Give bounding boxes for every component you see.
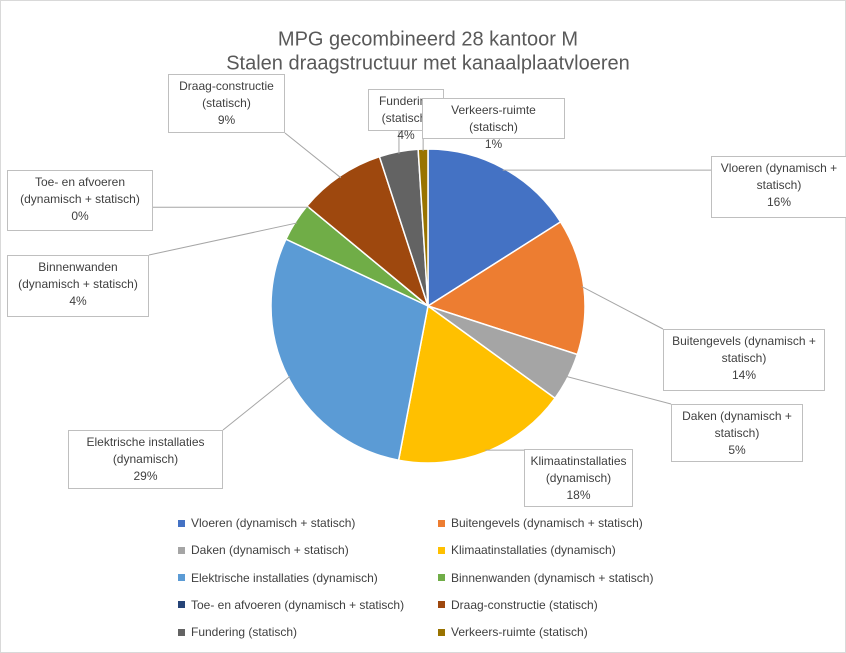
chart-title: MPG gecombineerd 28 kantoor M <box>278 28 578 50</box>
legend-label: Elektrische installaties (dynamisch) <box>191 570 378 585</box>
pie-slice <box>426 220 586 356</box>
data-label-value: 5% <box>728 443 746 457</box>
data-label: Verkeers-ruimte (statisch) 1% <box>422 98 565 151</box>
legend-swatch <box>178 601 185 609</box>
data-label-value: 1% <box>484 137 503 151</box>
chart-subtitle: Stalen draagstructuur met kanaalplaatvlo… <box>226 52 630 74</box>
legend-swatch <box>178 519 185 527</box>
legend-label: Daken (dynamisch + statisch) <box>191 543 349 558</box>
leader-line <box>565 375 672 405</box>
legend-item: Toe- en afvoeren (dynamisch + statisch) <box>178 598 404 612</box>
data-label-name: Draag-constructie (statisch) <box>179 79 274 110</box>
legend-swatch <box>438 546 445 554</box>
legend-label: Fundering (statisch) <box>191 625 298 640</box>
data-label-value: 9% <box>217 113 236 127</box>
data-label-value: 4% <box>69 294 87 308</box>
data-label-name: Klimaatinstallaties (dynamisch) <box>530 454 627 485</box>
leader-line <box>148 222 298 256</box>
legend-item: Draag-constructie (statisch) <box>438 598 598 612</box>
legend-item: Buitengevels (dynamisch + statisch) <box>438 516 643 530</box>
legend-item: Vloeren (dynamisch + statisch) <box>178 516 355 530</box>
leader-line <box>581 286 664 330</box>
data-label-name: Buitengevels (dynamisch + statisch) <box>672 334 816 365</box>
legend-swatch <box>178 574 185 582</box>
data-label-name: Daken (dynamisch + statisch) <box>682 409 792 440</box>
data-label: Elektrische installaties (dynamisch) 29% <box>68 430 223 489</box>
pie-slice <box>305 155 430 309</box>
data-label-value: 14% <box>731 368 757 382</box>
data-label: Draag-constructie (statisch) 9% <box>168 74 285 133</box>
leader-line <box>284 132 342 179</box>
legend-item: Daken (dynamisch + statisch) <box>178 543 349 557</box>
legend-label: Vloeren (dynamisch + statisch) <box>191 516 356 530</box>
pie-slice <box>397 304 557 464</box>
data-label-name: Binnenwanden (dynamisch + statisch) <box>18 260 138 291</box>
data-label-value: 4% <box>397 128 415 142</box>
data-label: Toe- en afvoeren (dynamisch + statisch) 0… <box>7 170 153 231</box>
data-label-value: 0% <box>71 209 89 223</box>
data-label-name: Elektrische installaties (dynamisch) <box>86 435 205 466</box>
data-label: Binnenwanden (dynamisch + statisch) 4% <box>7 255 149 317</box>
legend-swatch <box>438 574 445 582</box>
legend-swatch <box>178 628 185 636</box>
leader-line <box>222 375 291 431</box>
data-label-name: Toe- en afvoeren (dynamisch + statisch) <box>20 175 140 206</box>
legend-item: Fundering (statisch) <box>178 625 297 639</box>
legend-label: Verkeers-ruimte (statisch) <box>451 625 588 640</box>
legend-swatch <box>178 546 185 554</box>
legend-label: Toe- en afvoeren (dynamisch + statisch) <box>191 597 405 612</box>
legend-swatch <box>438 601 445 609</box>
legend-label: Klimaatinstallaties (dynamisch) <box>451 543 616 558</box>
data-label-name: Fundering (statisch) <box>378 94 434 125</box>
data-label: Daken (dynamisch + statisch) 5% <box>671 404 803 462</box>
data-label-value: 16% <box>766 195 792 209</box>
data-label: Buitengevels (dynamisch + statisch) 14% <box>663 329 825 391</box>
legend-swatch <box>438 628 445 636</box>
legend-item: Binnenwanden (dynamisch + statisch) <box>438 571 653 585</box>
data-label: Vloeren (dynamisch + statisch) 16% <box>711 156 846 218</box>
pie-slice <box>427 148 562 308</box>
data-label: Klimaatinstallaties (dynamisch) 18% <box>524 449 633 507</box>
legend-label: Draag-constructie (statisch) <box>451 597 598 612</box>
legend-item: Verkeers-ruimte (statisch) <box>438 625 588 639</box>
data-label-value: 18% <box>566 488 591 502</box>
data-label-value: 29% <box>133 469 158 483</box>
legend-item: Elektrische installaties (dynamisch) <box>178 571 378 585</box>
data-label-name: Verkeers-ruimte (statisch) <box>451 103 536 134</box>
legend-swatch <box>438 519 445 527</box>
data-label-name: Vloeren (dynamisch + statisch) <box>720 161 838 192</box>
legend-label: Buitengevels (dynamisch + statisch) <box>451 516 643 530</box>
legend-label: Binnenwanden (dynamisch + statisch) <box>451 570 654 585</box>
legend-item: Klimaatinstallaties (dynamisch) <box>438 543 616 557</box>
